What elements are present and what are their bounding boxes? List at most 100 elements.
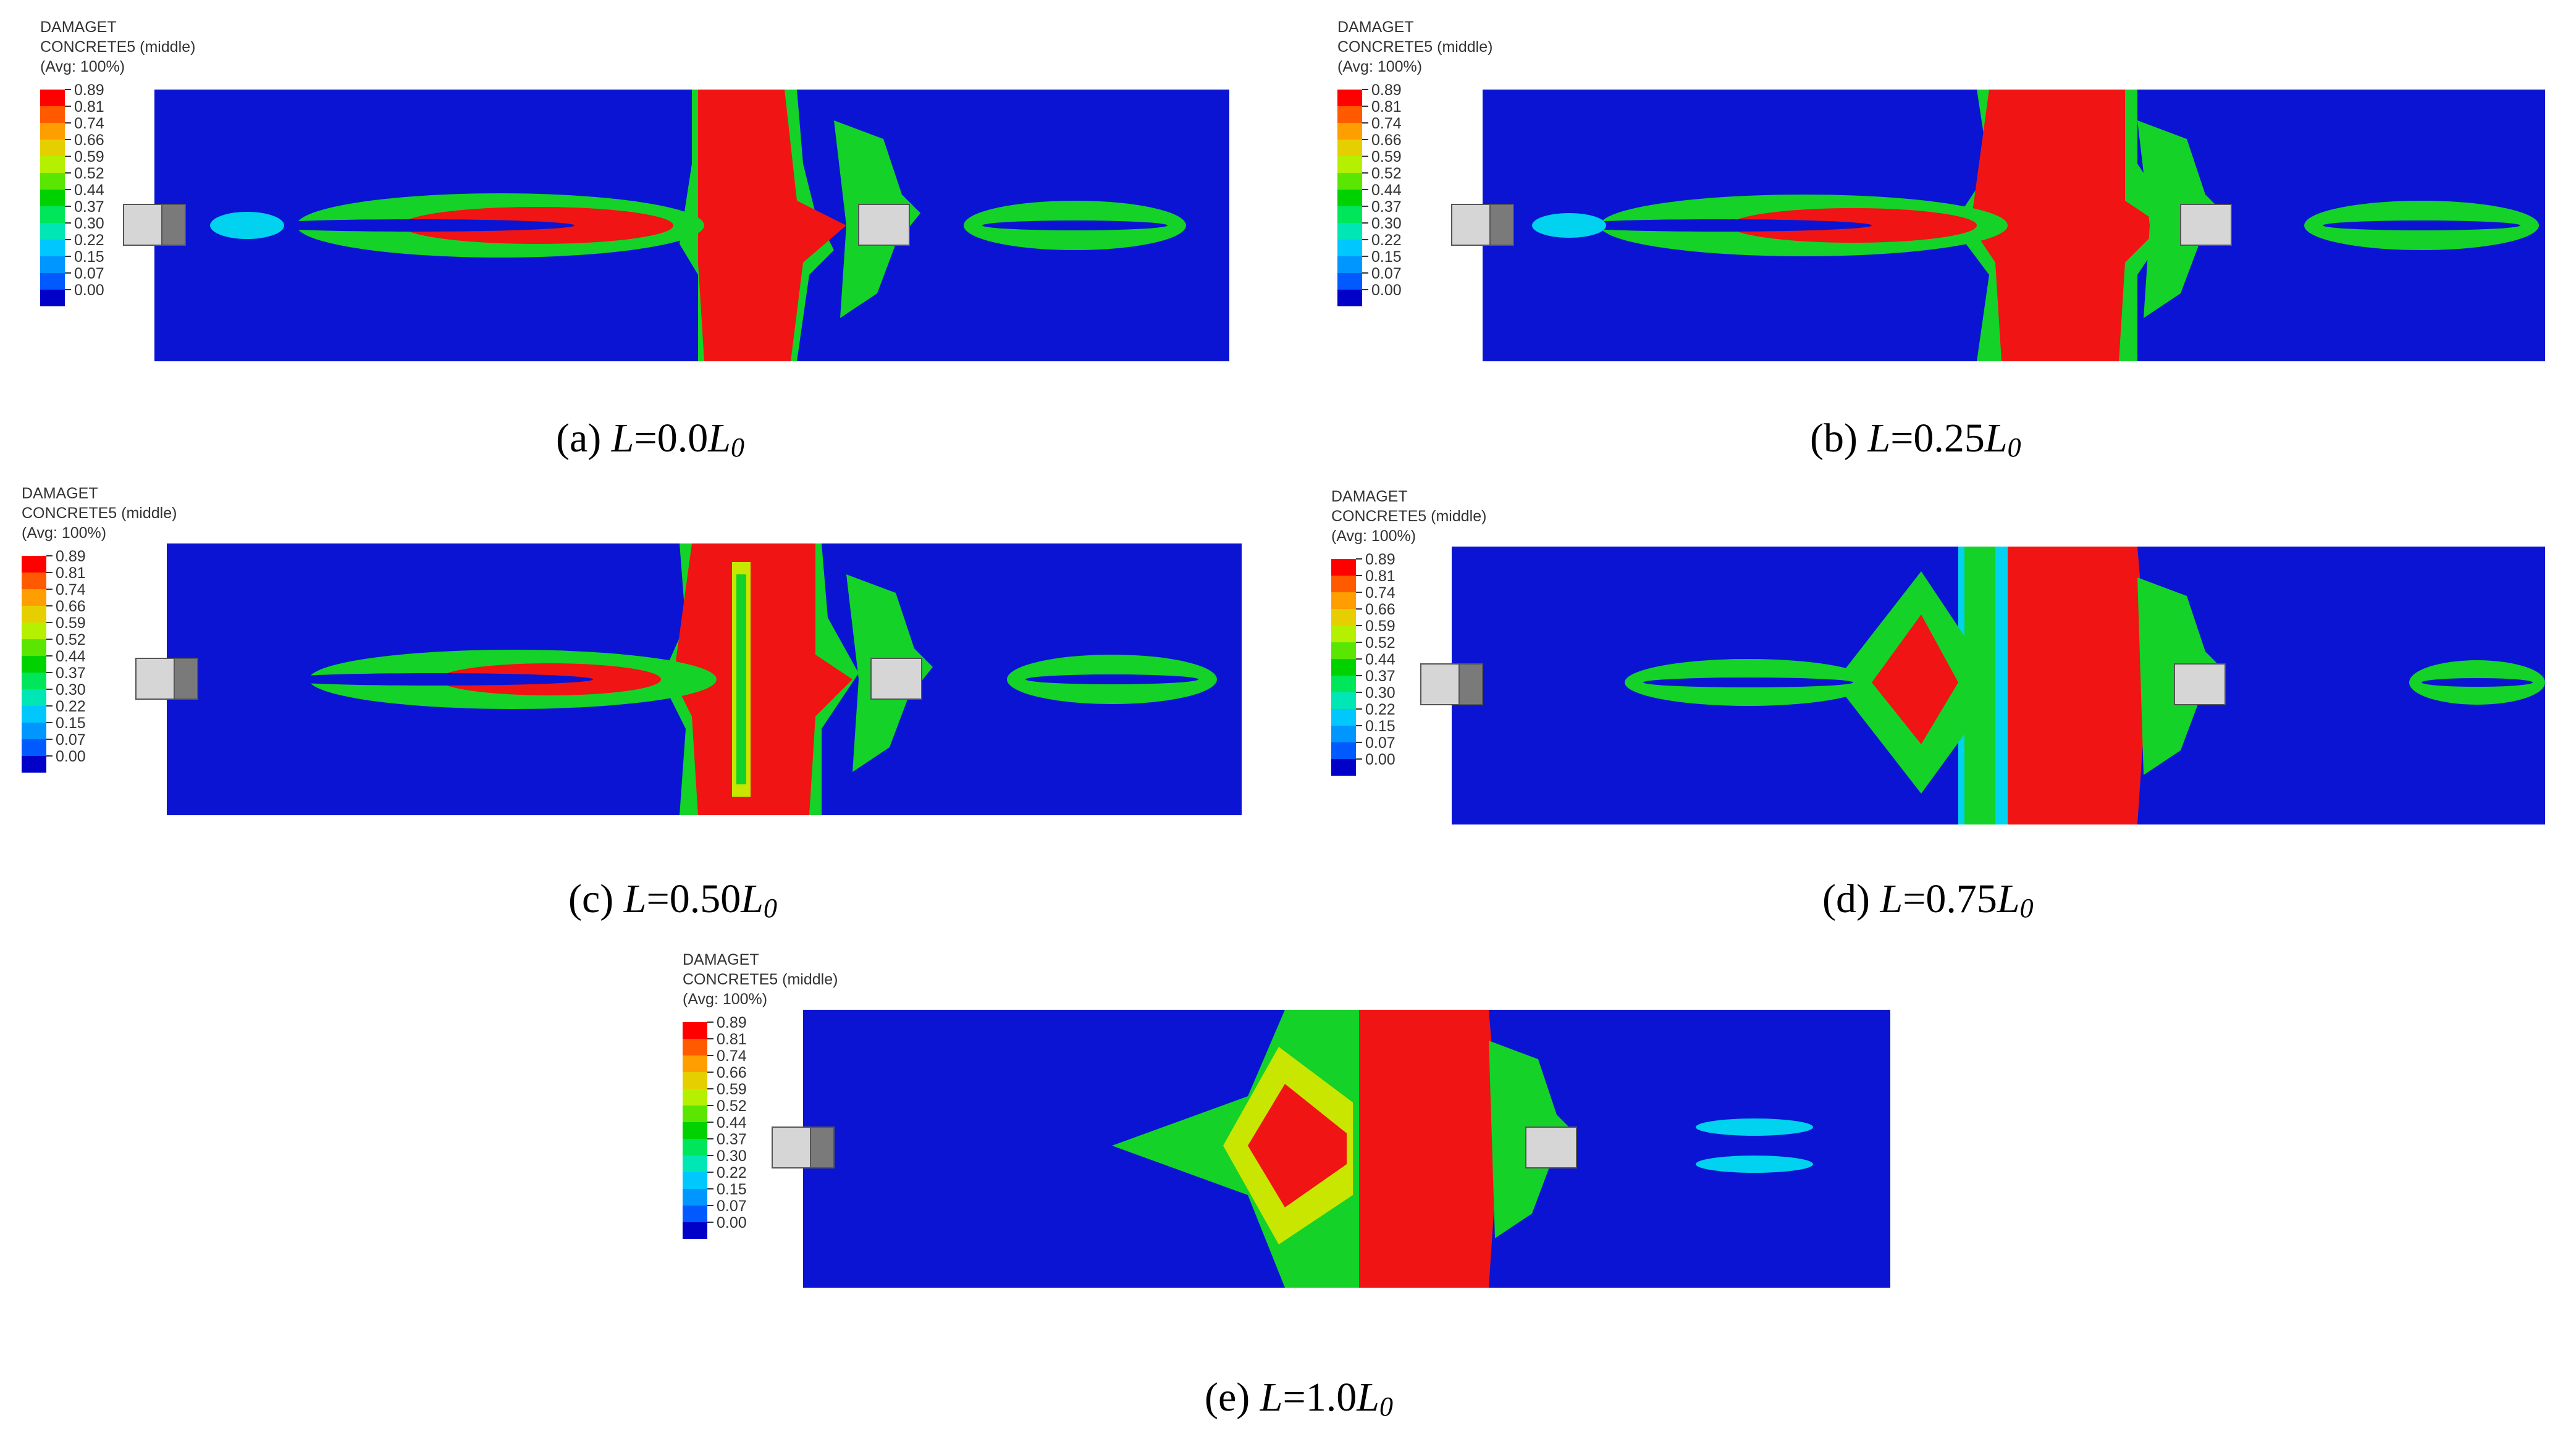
legend-color-swatch xyxy=(1337,273,1362,290)
legend-b: DAMAGET CONCRETE5 (middle) (Avg: 100%) 0.89… xyxy=(1337,19,1492,306)
legend-level-label: 0.59 xyxy=(74,148,104,166)
legend-level-label: 0.74 xyxy=(717,1047,747,1065)
legend-header-line: (Avg: 100%) xyxy=(1337,58,1422,75)
legend-color-swatch xyxy=(40,156,65,173)
legend-level-label: 0.74 xyxy=(1365,584,1395,602)
beam-d xyxy=(1420,547,2545,824)
legend-color-swatch xyxy=(22,706,46,723)
legend-level-label: 0.00 xyxy=(74,282,104,299)
legend-header-line: DAMAGET xyxy=(683,951,759,968)
legend-color-swatch xyxy=(683,1172,707,1189)
legend-level-label: 0.74 xyxy=(1371,115,1402,132)
legend-color-swatch xyxy=(1331,742,1356,759)
legend-color-swatch xyxy=(1337,290,1362,306)
legend-level-label: 0.15 xyxy=(74,248,104,266)
contour-panel-b: DAMAGET CONCRETE5 (middle) (Avg: 100%) 0.89… xyxy=(1334,19,2545,364)
legend-color-swatch xyxy=(1337,206,1362,223)
legend-level-label: 0.81 xyxy=(717,1031,747,1048)
legend-level-label: 0.89 xyxy=(56,548,86,565)
legend-level-label: 0.59 xyxy=(1365,618,1395,635)
legend-header-line: (Avg: 100%) xyxy=(40,58,125,75)
legend-color-swatch xyxy=(40,273,65,290)
legend-level-label: 0.66 xyxy=(1371,132,1402,149)
legend-level-label: 0.44 xyxy=(1371,182,1402,199)
legend-color-swatch xyxy=(1331,692,1356,709)
beam-e xyxy=(772,1010,1890,1288)
contour-panel-d: DAMAGET CONCRETE5 (middle) (Avg: 100%) 0.89… xyxy=(1328,488,2564,834)
legend-level-label: 0.89 xyxy=(1365,551,1395,568)
legend-header-line: CONCRETE5 (middle) xyxy=(40,38,195,56)
legend-color-swatch xyxy=(22,623,46,639)
legend-color-swatch xyxy=(1331,726,1356,742)
contour-plot-b: DAMAGET CONCRETE5 (middle) (Avg: 100%) 0.89… xyxy=(1337,19,2545,361)
legend-color-swatch xyxy=(22,573,46,589)
legend-color-swatch xyxy=(683,1055,707,1072)
legend-header-line: DAMAGET xyxy=(22,485,98,502)
legend-color-swatch xyxy=(40,173,65,190)
legend-color-swatch xyxy=(40,90,65,106)
legend-level-label: 0.15 xyxy=(1365,718,1395,735)
legend-color-swatch xyxy=(683,1139,707,1156)
legend-header-line: (Avg: 100%) xyxy=(683,991,767,1008)
legend-level-label: 0.66 xyxy=(1365,601,1395,618)
legend-color-swatch xyxy=(683,1022,707,1039)
legend-level-label: 0.15 xyxy=(717,1181,747,1198)
caption-c: (c) L=0.50L0 xyxy=(568,876,777,923)
legend-level-label: 0.59 xyxy=(56,615,86,632)
legend-color-swatch xyxy=(1331,659,1356,676)
legend-level-label: 0.81 xyxy=(56,564,86,582)
legend-level-label: 0.44 xyxy=(717,1114,747,1131)
legend-level-label: 0.52 xyxy=(1371,165,1402,182)
legend-level-label: 0.07 xyxy=(74,265,104,282)
legend-header-line: CONCRETE5 (middle) xyxy=(1331,508,1486,525)
legend-level-label: 0.22 xyxy=(1365,701,1395,718)
legend-color-swatch xyxy=(1337,240,1362,256)
legend-d: DAMAGET CONCRETE5 (middle) (Avg: 100%) 0.89… xyxy=(1331,488,1486,776)
legend-level-label: 0.22 xyxy=(717,1164,747,1181)
beam-a xyxy=(123,90,1229,361)
legend-level-label: 0.66 xyxy=(56,598,86,615)
legend-level-label: 0.37 xyxy=(56,665,86,682)
legend-color-swatch xyxy=(22,556,46,573)
legend-color-swatch xyxy=(683,1206,707,1222)
legend-color-swatch xyxy=(40,256,65,273)
legend-level-label: 0.37 xyxy=(1365,668,1395,685)
legend-color-swatch xyxy=(40,290,65,306)
legend-level-label: 0.37 xyxy=(74,198,104,216)
legend-level-label: 0.66 xyxy=(74,132,104,149)
legend-header-line: (Avg: 100%) xyxy=(22,524,106,542)
legend-color-swatch xyxy=(1337,90,1362,106)
legend-level-label: 0.30 xyxy=(56,681,86,699)
legend-color-swatch xyxy=(683,1122,707,1139)
legend-header-line: CONCRETE5 (middle) xyxy=(22,505,177,522)
legend-color-swatch xyxy=(1331,709,1356,726)
legend-level-label: 0.52 xyxy=(74,165,104,182)
legend-level-label: 0.30 xyxy=(1371,215,1402,232)
legend-color-swatch xyxy=(22,723,46,739)
legend-color-swatch xyxy=(22,689,46,706)
legend-color-swatch xyxy=(40,240,65,256)
legend-level-label: 0.74 xyxy=(74,115,104,132)
legend-level-label: 0.07 xyxy=(1371,265,1402,282)
legend-color-swatch xyxy=(1337,140,1362,156)
legend-color-swatch xyxy=(1331,559,1356,576)
legend-level-label: 0.44 xyxy=(74,182,104,199)
legend-level-label: 0.07 xyxy=(56,731,86,749)
beam-c xyxy=(135,543,1242,815)
legend-level-label: 0.74 xyxy=(56,581,86,598)
legend-level-label: 0.59 xyxy=(717,1081,747,1098)
legend-color-swatch xyxy=(22,756,46,773)
legend-level-label: 0.89 xyxy=(717,1014,747,1031)
contour-plot-e: DAMAGET CONCRETE5 (middle) (Avg: 100%) 0.89… xyxy=(683,951,1890,1288)
legend-color-swatch xyxy=(1331,576,1356,592)
legend-level-label: 0.52 xyxy=(717,1097,747,1115)
legend-color-swatch xyxy=(40,106,65,123)
legend-level-label: 0.30 xyxy=(717,1147,747,1165)
legend-level-label: 0.00 xyxy=(56,748,86,765)
contour-plot-c: DAMAGET CONCRETE5 (middle) (Avg: 100%) 0.89… xyxy=(22,485,1242,815)
legend-header-line: DAMAGET xyxy=(40,19,117,36)
legend-c: DAMAGET CONCRETE5 (middle) (Avg: 100%) 0.89… xyxy=(22,485,177,773)
legend-level-label: 0.89 xyxy=(74,82,104,99)
legend-color-swatch xyxy=(1331,609,1356,626)
legend-header-line: DAMAGET xyxy=(1337,19,1414,36)
